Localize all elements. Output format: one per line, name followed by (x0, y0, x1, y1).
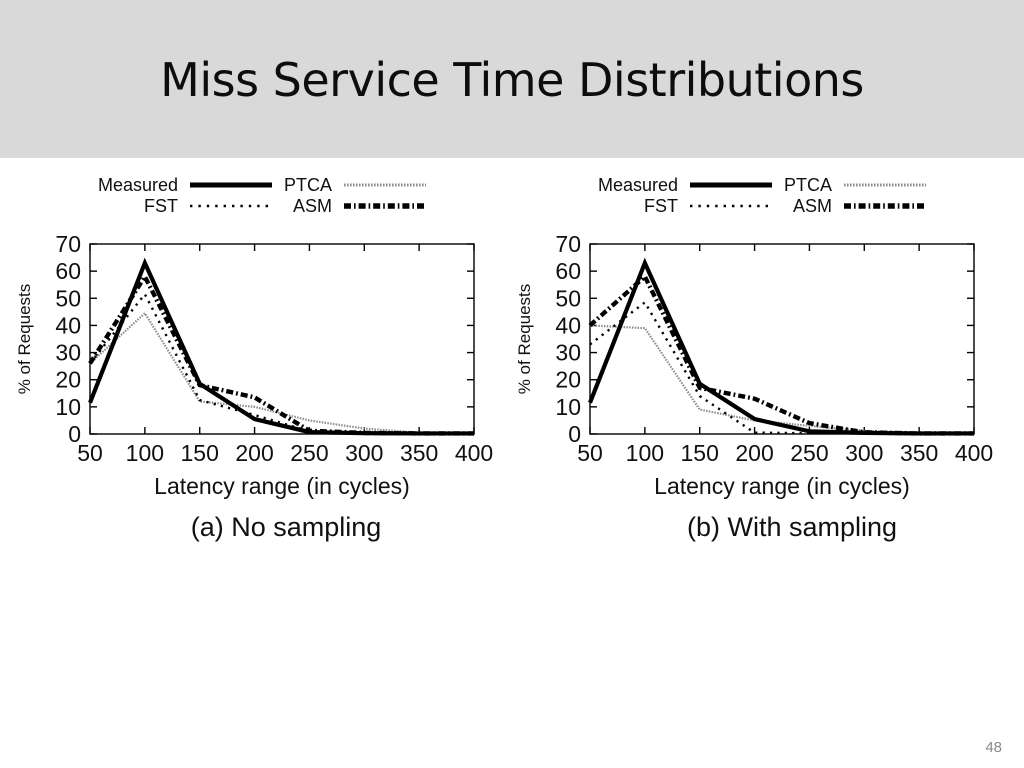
series-line-measured (88, 257, 474, 436)
y-tick-label: 0 (68, 421, 81, 447)
chart-panel-with-sampling: Measured PTCA FST ASM (512, 170, 1012, 580)
x-axis-label: Latency range (in cycles) (654, 473, 910, 499)
caption-no-sampling: (a) No sampling (190, 512, 382, 542)
legend-swatch-measured (690, 182, 773, 188)
x-tick-label: 250 (790, 440, 828, 466)
x-tick-label: 150 (181, 440, 219, 466)
series-line-fst (589, 300, 974, 435)
series-line-asm (88, 272, 474, 436)
legend-label-fst: FST (144, 195, 179, 216)
x-axis-label: Latency range (in cycles) (154, 473, 410, 499)
legend-swatch-asm (844, 203, 927, 210)
plot-area-no-sampling: 50 100 150 200 250 300 350 400 0 10 20 30 40 50 60 70 La… (12, 232, 512, 512)
y-tick-label: 10 (55, 394, 81, 420)
y-tick-label: 10 (555, 394, 581, 420)
y-tick-label: 70 (55, 232, 81, 257)
series-line-asm (588, 273, 974, 436)
x-tick-label: 300 (845, 440, 883, 466)
legend-swatch-ptca (344, 183, 427, 187)
y-tick-label: 0 (568, 421, 581, 447)
x-tick-label: 200 (235, 440, 273, 466)
legend-label-fst: FST (644, 195, 679, 216)
x-tick-label: 350 (400, 440, 438, 466)
x-tick-label: 100 (626, 440, 664, 466)
y-tick-label: 20 (555, 367, 581, 393)
x-tick-label: 200 (735, 440, 773, 466)
y-tick-label: 40 (555, 312, 581, 338)
series-line-measured (588, 257, 974, 436)
x-tick-label: 100 (126, 440, 164, 466)
figure-container: Measured PTCA FST ASM (0, 170, 1024, 580)
page-title: Miss Service Time Distributions (160, 53, 864, 107)
legend-label-ptca: PTCA (784, 175, 833, 195)
y-tick-label: 60 (555, 258, 581, 284)
y-tick-label: 30 (55, 340, 81, 366)
legend-swatch-ptca (844, 183, 927, 187)
legend-swatch-fst (190, 205, 273, 208)
x-tick-label: 150 (681, 440, 719, 466)
y-axis-label: % of Requests (15, 284, 34, 395)
x-tick-label: 300 (345, 440, 383, 466)
y-tick-label: 40 (55, 312, 81, 338)
legend-label-measured: Measured (598, 175, 679, 195)
x-tick-label: 400 (455, 440, 493, 466)
legend-swatch-asm (344, 203, 427, 210)
x-tick-label: 350 (900, 440, 938, 466)
chart-panel-no-sampling: Measured PTCA FST ASM (12, 170, 512, 580)
legend-label-asm: ASM (293, 195, 333, 216)
page-number: 48 (985, 739, 1002, 756)
legend-label-ptca: PTCA (284, 175, 333, 195)
plot-area-with-sampling: 50 100 150 200 250 300 350 400 0 10 20 30 40 50 60 70 La… (512, 232, 1012, 512)
legend-label-measured: Measured (98, 175, 179, 195)
y-tick-label: 60 (55, 258, 81, 284)
legend-with-sampling: Measured PTCA FST ASM (512, 170, 1012, 232)
y-tick-label: 70 (555, 232, 581, 257)
y-axis-label: % of Requests (515, 284, 534, 395)
x-tick-label: 50 (577, 440, 603, 466)
legend-swatch-measured (190, 182, 273, 188)
x-tick-label: 250 (290, 440, 328, 466)
slide-header-band (0, 0, 1024, 158)
legend-label-asm: ASM (793, 195, 833, 216)
x-tick-label: 400 (955, 440, 993, 466)
y-tick-label: 50 (55, 285, 81, 311)
legend-swatch-fst (690, 205, 773, 208)
series-line-ptca (589, 324, 975, 435)
x-tick-label: 50 (77, 440, 103, 466)
y-tick-label: 20 (55, 367, 81, 393)
y-tick-label: 50 (555, 285, 581, 311)
legend-no-sampling: Measured PTCA FST ASM (12, 170, 512, 232)
caption-with-sampling: (b) With sampling (686, 512, 898, 542)
y-tick-label: 30 (555, 340, 581, 366)
